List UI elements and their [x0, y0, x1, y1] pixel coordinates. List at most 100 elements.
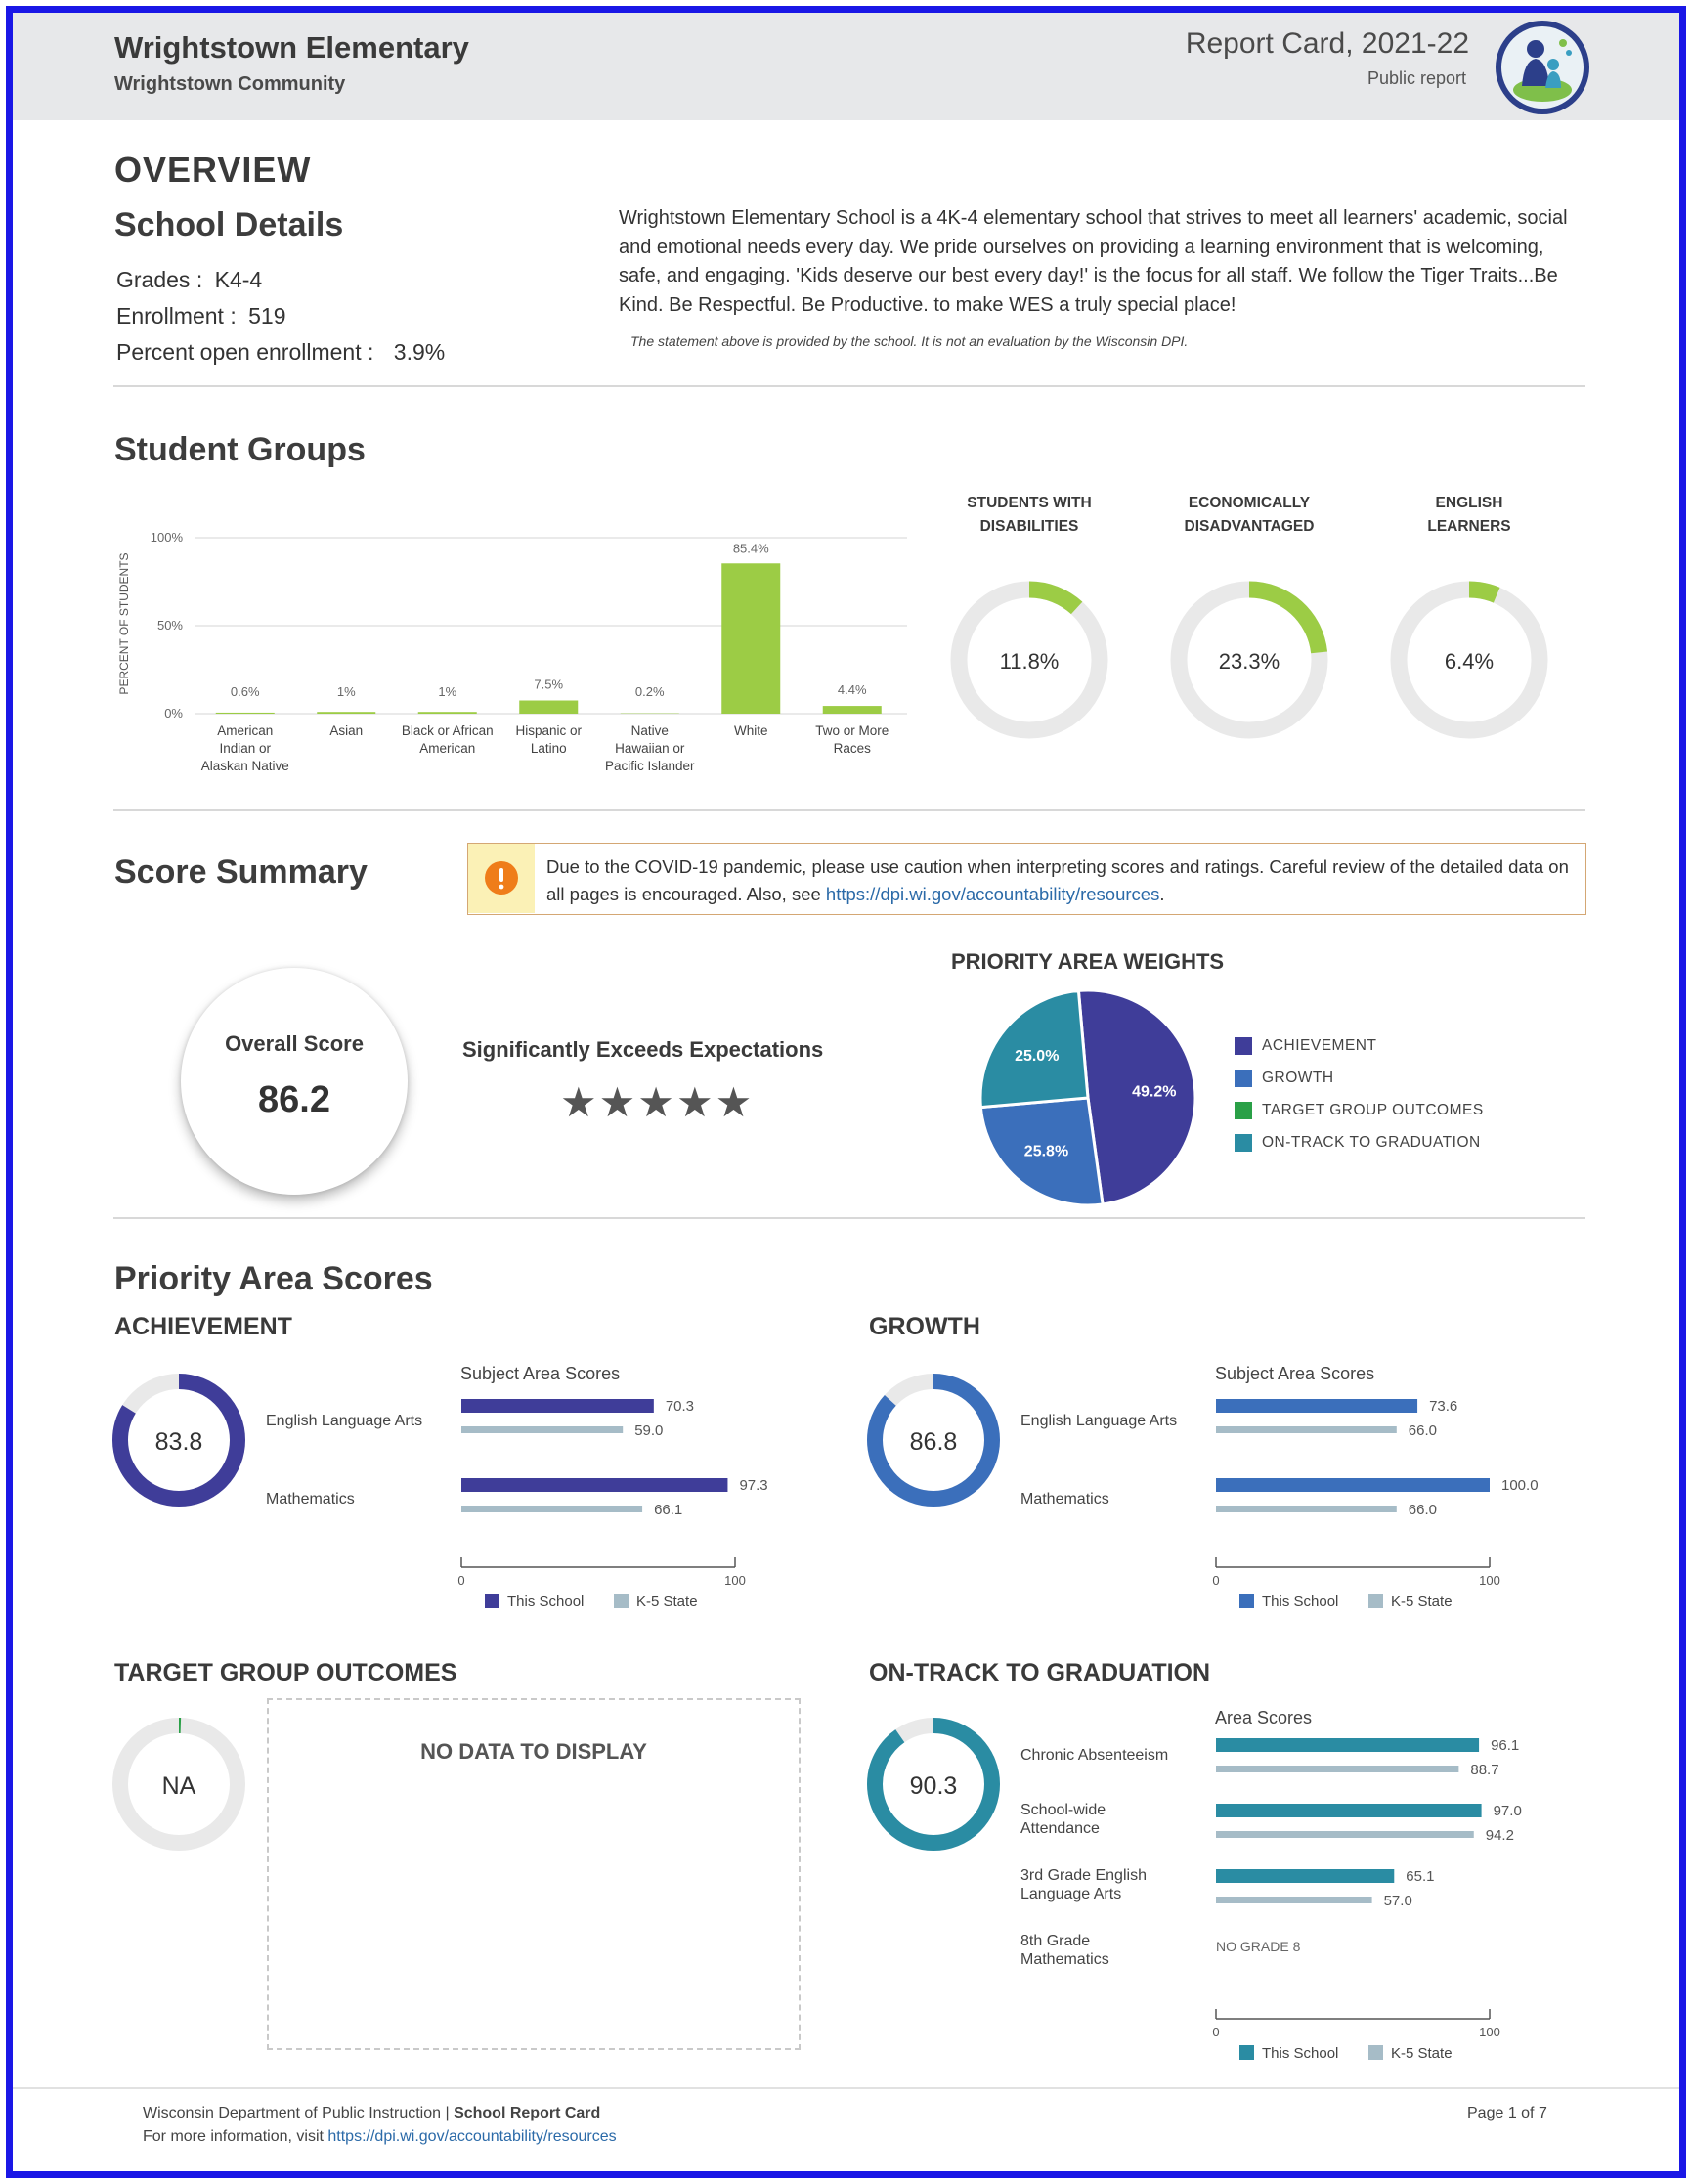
category-label: Indian or — [219, 741, 271, 756]
donut-chart: 23.3% — [1170, 581, 1328, 739]
school-name: Wrightstown Elementary — [114, 30, 469, 65]
covid-notice-text: Due to the COVID-19 pandemic, please use… — [546, 853, 1573, 908]
category-label: Pacific Islander — [605, 759, 695, 773]
bar — [822, 706, 882, 714]
category-label: Asian — [329, 723, 363, 738]
state-bar-value: 66.0 — [1409, 1422, 1437, 1439]
school-bar-value: 96.1 — [1491, 1737, 1519, 1754]
footer-divider — [13, 2087, 1679, 2089]
overall-score-value: 86.2 — [258, 1079, 330, 1120]
bar-value-label: 7.5% — [534, 677, 563, 692]
school-bar-value: 97.3 — [739, 1477, 767, 1494]
state-bar — [461, 1506, 643, 1512]
donut-value: 11.8% — [1000, 649, 1060, 674]
pie-slice — [978, 988, 1090, 1110]
pie-slice — [978, 1096, 1105, 1207]
x-tick-label: 100 — [1479, 2025, 1500, 2039]
bar — [215, 712, 275, 714]
page-number: Page 1 of 7 — [1467, 2105, 1547, 2121]
overall-score-badge: Overall Score 86.2 — [181, 968, 408, 1195]
donut-label: ECONOMICALLY DISADVANTAGED — [1184, 495, 1315, 535]
growth-ela-label: English Language Arts — [1020, 1413, 1178, 1429]
category-label: White — [734, 723, 768, 738]
category-label: Black or African — [402, 723, 494, 738]
ring-fill — [112, 1374, 245, 1507]
ontrack-label-absenteeism: Chronic Absenteeism — [1020, 1747, 1169, 1764]
school-bar — [1216, 1399, 1418, 1413]
y-tick-label: 50% — [157, 618, 183, 633]
legend-item: ON-TRACK TO GRADUATION — [1235, 1134, 1484, 1166]
grades-value: K4-4 — [214, 267, 263, 292]
legend-label: GROWTH — [1262, 1070, 1334, 1087]
pie-slice-label: 25.8% — [1024, 1143, 1068, 1159]
rating-label: Significantly Exceeds Expectations — [462, 1037, 824, 1062]
donut-chart: 6.4% — [1390, 581, 1548, 739]
x-tick-label: 100 — [724, 1573, 746, 1588]
school-bar-value: 100.0 — [1501, 1477, 1539, 1494]
notice-link[interactable]: https://dpi.wi.gov/accountability/resour… — [825, 884, 1160, 904]
enrollment-row: Enrollment : 519 — [116, 303, 285, 329]
y-tick-label: 0% — [164, 706, 183, 721]
statement-disclaimer: The statement above is provided by the s… — [630, 333, 1189, 349]
school-bar — [1216, 1869, 1395, 1883]
state-bar-value: 66.1 — [654, 1502, 682, 1518]
state-bar — [1216, 1897, 1372, 1903]
growth-score: 86.8 — [910, 1428, 958, 1456]
report-title: Report Card, 2021-22 — [1185, 27, 1469, 60]
pie-legend: ACHIEVEMENT GROWTH TARGET GROUP OUTCOMES ON… — [1235, 1037, 1484, 1166]
x-tick-label: 0 — [457, 1573, 464, 1588]
pie-slice — [1076, 988, 1197, 1206]
y-tick-label: 100% — [151, 530, 184, 545]
legend-swatch — [1235, 1070, 1252, 1087]
footer-info: For more information, visit https://dpi.… — [143, 2128, 617, 2145]
divider — [113, 385, 1585, 387]
state-bar-value: 59.0 — [634, 1422, 663, 1439]
page-border — [6, 6, 1686, 2178]
state-bar — [1216, 1426, 1397, 1433]
x-tick-label: 0 — [1212, 2025, 1219, 2039]
category-label: Races — [834, 741, 872, 756]
growth-subject-label: Subject Area Scores — [1215, 1364, 1375, 1383]
legend-swatch — [614, 1594, 629, 1608]
state-bar-value: 88.7 — [1470, 1762, 1498, 1778]
legend-item: ACHIEVEMENT — [1235, 1037, 1484, 1070]
footer-link[interactable]: https://dpi.wi.gov/accountability/resour… — [327, 2128, 617, 2145]
school-logo — [1496, 21, 1589, 114]
target-title: TARGET GROUP OUTCOMES — [114, 1659, 457, 1686]
overall-score-label: Overall Score — [225, 1031, 364, 1056]
legend-swatch — [1368, 1594, 1383, 1608]
legend-label: This School — [1262, 1594, 1338, 1610]
bar-value-label: 0.2% — [635, 684, 665, 699]
district-name: Wrightstown Community — [114, 73, 346, 95]
achievement-subject-label: Subject Area Scores — [460, 1364, 621, 1383]
school-bar — [1216, 1478, 1490, 1492]
legend-swatch — [1235, 1037, 1252, 1055]
ontrack-title: ON-TRACK TO GRADUATION — [869, 1659, 1211, 1686]
priority-weights-pie: 49.2% 25.8% 25.0% — [978, 988, 1197, 1207]
report-header: Wrightstown Elementary Wrightstown Commu… — [13, 13, 1679, 120]
growth-title: GROWTH — [869, 1313, 980, 1340]
legend-label: K-5 State — [1391, 1594, 1453, 1610]
donut-label: STUDENTS WITH DISABILITIES — [967, 495, 1092, 535]
ontrack-label-math: 8th Grade Mathematics — [1020, 1933, 1109, 1968]
grades-row: Grades : K4-4 — [116, 267, 262, 293]
school-bar-value: 97.0 — [1494, 1803, 1522, 1819]
category-label: Alaskan Native — [201, 759, 289, 773]
state-bar-value: 66.0 — [1409, 1502, 1437, 1518]
score-summary-heading: Score Summary — [114, 853, 368, 891]
ring-fill — [1390, 581, 1548, 739]
state-bar — [461, 1426, 624, 1433]
category-label: Latino — [531, 741, 567, 756]
school-bar-value: 70.3 — [666, 1398, 694, 1415]
donut-value: 6.4% — [1445, 649, 1494, 674]
target-score: NA — [162, 1772, 196, 1800]
student-groups-bar-chart: PERCENT OF STUDENTS 100% 50% 0% 0.6% Amer… — [117, 530, 907, 773]
x-tick-label: 0 — [1212, 1573, 1219, 1588]
state-bar-value: 94.2 — [1486, 1827, 1514, 1844]
growth-math-label: Mathematics — [1020, 1491, 1109, 1507]
ontrack-score: 90.3 — [910, 1772, 958, 1800]
category-label: Hawaiian or — [615, 741, 685, 756]
bar — [721, 563, 781, 714]
covid-notice: Due to the COVID-19 pandemic, please use… — [467, 843, 1586, 915]
bar-value-label: 4.4% — [838, 682, 867, 697]
